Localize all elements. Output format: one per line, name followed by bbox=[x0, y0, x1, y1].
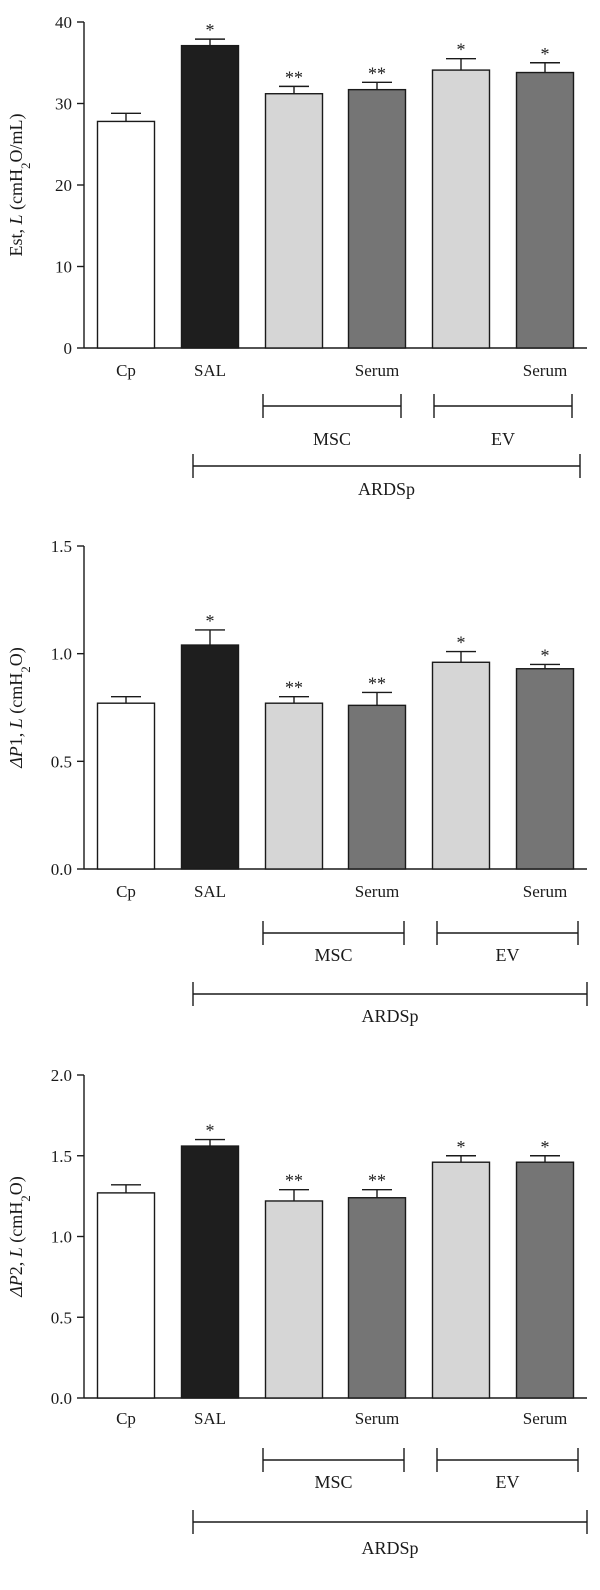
bar-5 bbox=[431, 661, 491, 870]
bar-4 bbox=[347, 88, 407, 349]
significance-marker: ** bbox=[368, 1171, 386, 1191]
y-tick-label: 1.5 bbox=[51, 1147, 72, 1166]
significance-marker: * bbox=[457, 633, 466, 653]
bar-2 bbox=[180, 44, 240, 349]
y-axis-label: ΔP1, L (cmH2O) bbox=[6, 647, 33, 769]
y-tick-label: 0.0 bbox=[51, 1389, 72, 1408]
msc-group-label: MSC bbox=[314, 945, 352, 965]
y-axis-label-part: L bbox=[6, 214, 26, 225]
bar-4 bbox=[347, 704, 407, 870]
x-category-label: Serum bbox=[355, 361, 399, 380]
y-tick-label: 40 bbox=[55, 13, 72, 32]
y-axis-label-part: L bbox=[6, 1247, 26, 1258]
x-category-label: Cp bbox=[116, 361, 136, 380]
significance-marker: * bbox=[206, 20, 215, 40]
bar-6 bbox=[515, 1161, 575, 1399]
bar-3 bbox=[264, 1200, 324, 1399]
x-category-label: SAL bbox=[194, 361, 226, 380]
y-axis-label-part: 1, bbox=[6, 728, 26, 746]
y-tick-label: 0.5 bbox=[51, 1308, 72, 1327]
y-axis-label-part: (cmH bbox=[6, 673, 27, 718]
bar-1 bbox=[96, 120, 156, 349]
bar-3 bbox=[264, 93, 324, 349]
significance-marker: * bbox=[541, 645, 550, 665]
bar-1 bbox=[96, 1192, 156, 1399]
y-tick-label: 0.0 bbox=[51, 860, 72, 879]
bar-6 bbox=[515, 668, 575, 870]
y-axis-label-part: 2 bbox=[18, 666, 33, 673]
msc-group-label: MSC bbox=[314, 1472, 352, 1492]
bar-1 bbox=[96, 702, 156, 870]
bar-6 bbox=[515, 71, 575, 349]
y-axis-label-part: Est, bbox=[6, 224, 26, 256]
ev-group-label: EV bbox=[496, 945, 520, 965]
significance-marker: ** bbox=[368, 63, 386, 83]
ardsp-group-label: ARDSp bbox=[361, 1538, 418, 1558]
bar-5 bbox=[431, 69, 491, 349]
x-category-label: SAL bbox=[194, 882, 226, 901]
significance-marker: * bbox=[206, 611, 215, 631]
bar-5 bbox=[431, 1161, 491, 1399]
bar-4 bbox=[347, 1197, 407, 1399]
x-category-label: Serum bbox=[523, 361, 567, 380]
y-tick-label: 1.0 bbox=[51, 1228, 72, 1247]
y-tick-label: 30 bbox=[55, 95, 72, 114]
y-axis-label: ΔP2, L (cmH2O) bbox=[6, 1176, 33, 1298]
x-category-label: Serum bbox=[355, 882, 399, 901]
msc-group-label: MSC bbox=[313, 429, 351, 449]
y-tick-label: 0 bbox=[64, 339, 73, 358]
y-axis-label-part: 2 bbox=[18, 1195, 33, 1202]
x-category-label: Serum bbox=[523, 882, 567, 901]
x-category-label: Serum bbox=[523, 1409, 567, 1428]
y-axis-label-part: O) bbox=[6, 1176, 27, 1195]
y-axis-label-part: ΔP bbox=[6, 746, 26, 769]
x-category-label: Cp bbox=[116, 882, 136, 901]
bar-2 bbox=[180, 644, 240, 870]
significance-marker: * bbox=[206, 1121, 215, 1141]
y-axis-label-part: 2 bbox=[18, 162, 33, 169]
y-axis-label-part: O) bbox=[6, 647, 27, 666]
y-tick-label: 10 bbox=[55, 258, 72, 277]
significance-marker: ** bbox=[285, 67, 303, 87]
significance-marker: * bbox=[457, 40, 466, 60]
significance-marker: ** bbox=[285, 1171, 303, 1191]
significance-marker: ** bbox=[368, 673, 386, 693]
y-axis-label-part: (cmH bbox=[6, 1202, 27, 1247]
significance-marker: ** bbox=[285, 678, 303, 698]
y-tick-label: 2.0 bbox=[51, 1066, 72, 1085]
ev-group-label: EV bbox=[491, 429, 515, 449]
y-tick-label: 1.0 bbox=[51, 645, 72, 664]
ardsp-group-label: ARDSp bbox=[358, 479, 415, 499]
y-tick-label: 20 bbox=[55, 176, 72, 195]
ev-group-label: EV bbox=[496, 1472, 520, 1492]
x-category-label: Serum bbox=[355, 1409, 399, 1428]
significance-marker: * bbox=[541, 44, 550, 64]
y-axis-label-part: L bbox=[6, 718, 26, 729]
x-category-label: SAL bbox=[194, 1409, 226, 1428]
bar-3 bbox=[264, 702, 324, 870]
y-axis-label-part: O/mL) bbox=[6, 113, 27, 162]
y-tick-label: 1.5 bbox=[51, 537, 72, 556]
y-axis-label-part: (cmH bbox=[6, 169, 27, 214]
y-tick-label: 0.5 bbox=[51, 752, 72, 771]
significance-marker: * bbox=[457, 1137, 466, 1157]
y-axis-label-part: ΔP bbox=[6, 1275, 26, 1298]
y-axis-label: Est, L (cmH2O/mL) bbox=[6, 113, 33, 256]
x-category-label: Cp bbox=[116, 1409, 136, 1428]
bar-2 bbox=[180, 1145, 240, 1399]
y-axis-label-part: 2, bbox=[6, 1257, 26, 1275]
ardsp-group-label: ARDSp bbox=[361, 1006, 418, 1026]
significance-marker: * bbox=[541, 1137, 550, 1157]
